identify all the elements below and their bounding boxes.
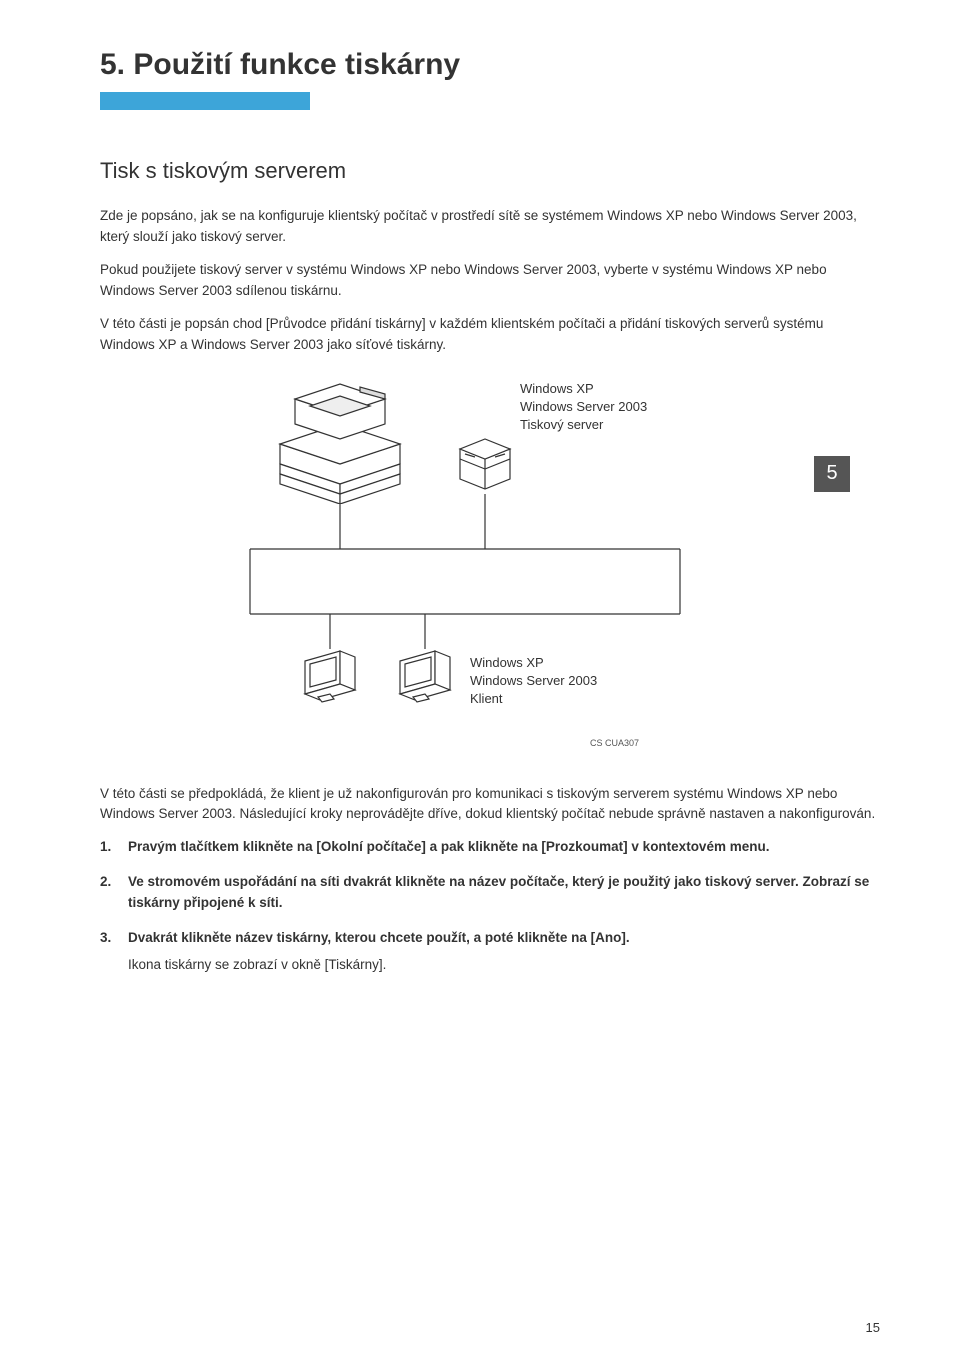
label-line: Klient bbox=[470, 690, 597, 708]
diagram-label-client: Windows XP Windows Server 2003 Klient bbox=[470, 654, 597, 709]
chapter-title: 5. Použití funkce tiskárny bbox=[100, 48, 880, 82]
page-number: 15 bbox=[866, 1320, 880, 1335]
label-line: Windows Server 2003 bbox=[470, 672, 597, 690]
step-3: Dvakrát klikněte název tiskárny, kterou … bbox=[100, 928, 880, 976]
accent-bar bbox=[100, 92, 310, 110]
client-monitor-icon bbox=[395, 649, 460, 709]
paragraph-4: V této části se předpokládá, že klient j… bbox=[100, 784, 880, 826]
step-text: Pravým tlačítkem klikněte na [Okolní poč… bbox=[128, 839, 769, 854]
step-subtext: Ikona tiskárny se zobrazí v okně [Tiskár… bbox=[128, 955, 880, 976]
step-1: Pravým tlačítkem klikněte na [Okolní poč… bbox=[100, 837, 880, 858]
section-title: Tisk s tiskovým serverem bbox=[100, 158, 880, 184]
steps-list: Pravým tlačítkem klikněte na [Okolní poč… bbox=[100, 837, 880, 976]
network-diagram: Windows XP Windows Server 2003 Tiskový s… bbox=[210, 374, 770, 774]
paragraph-3: V této části je popsán chod [Průvodce př… bbox=[100, 314, 880, 356]
step-text: Ve stromovém uspořádání na síti dvakrát … bbox=[128, 874, 869, 910]
client-monitor-icon bbox=[300, 649, 365, 709]
network-lines bbox=[210, 374, 770, 774]
step-2: Ve stromovém uspořádání na síti dvakrát … bbox=[100, 872, 880, 914]
paragraph-1: Zde je popsáno, jak se na konfiguruje kl… bbox=[100, 206, 880, 248]
chapter-tab: 5 bbox=[814, 456, 850, 492]
diagram-code: CS CUA307 bbox=[590, 738, 639, 748]
step-text: Dvakrát klikněte název tiskárny, kterou … bbox=[128, 930, 630, 945]
paragraph-2: Pokud použijete tiskový server v systému… bbox=[100, 260, 880, 302]
label-line: Windows XP bbox=[470, 654, 597, 672]
